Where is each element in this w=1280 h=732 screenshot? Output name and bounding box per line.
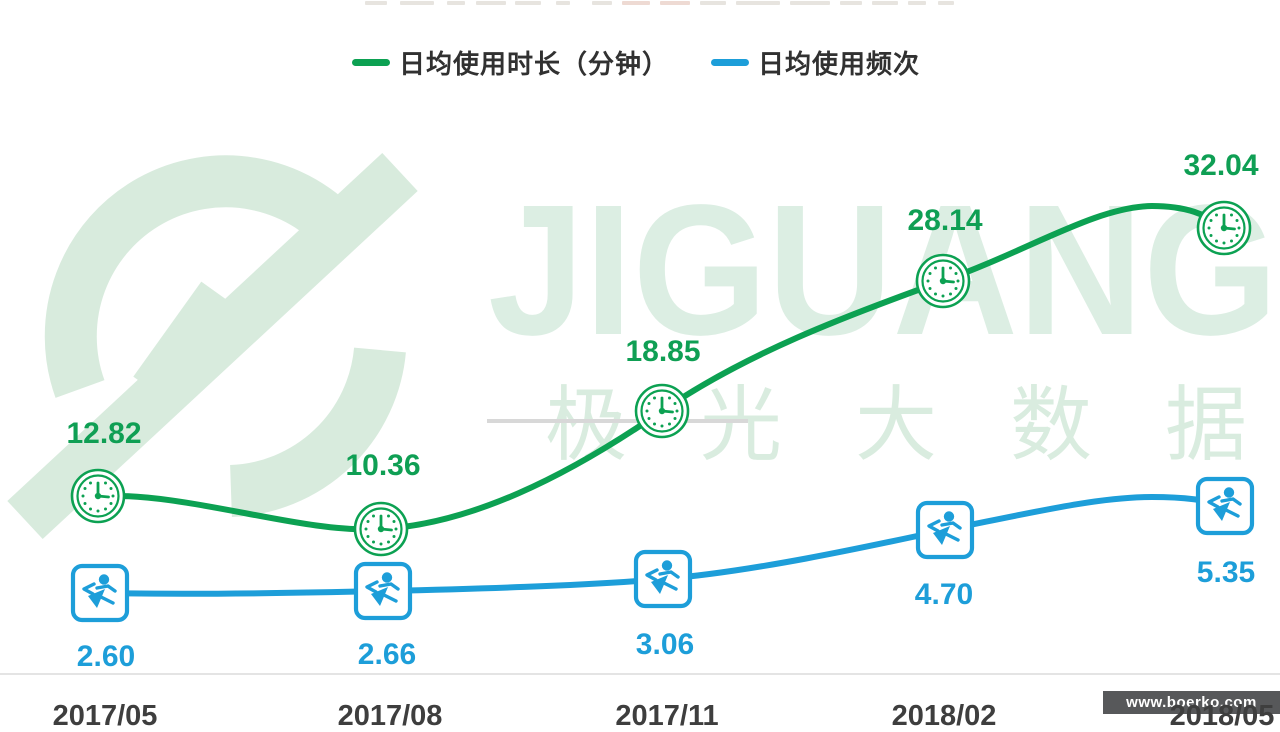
clock-marker-icon[interactable] <box>353 501 409 557</box>
data-label-duration: 12.82 <box>66 417 142 450</box>
jiguang-logo-watermark <box>7 152 418 540</box>
legend-item-frequency[interactable]: 日均使用频次 <box>711 44 920 81</box>
data-label-frequency: 4.70 <box>914 578 974 611</box>
title-fragment <box>365 1 387 5</box>
runner-marker-icon[interactable] <box>636 552 690 606</box>
title-fragment <box>556 1 570 5</box>
data-label-frequency: 2.60 <box>76 640 136 673</box>
clock-marker-icon[interactable] <box>1196 200 1252 256</box>
frequency-line-series <box>97 493 1228 597</box>
legend-label-frequency: 日均使用频次 <box>758 49 921 79</box>
title-fragment <box>790 1 830 5</box>
clock-marker-icon[interactable] <box>915 253 971 309</box>
runner-marker-icon[interactable] <box>356 564 410 618</box>
title-fragment <box>872 1 898 5</box>
clock-marker-icon[interactable] <box>634 383 690 439</box>
title-fragment <box>700 1 726 5</box>
duration-line-series <box>95 202 1227 533</box>
data-label-frequency: 3.06 <box>635 628 695 661</box>
runner-marker-icon[interactable] <box>73 566 127 620</box>
title-fragment <box>660 1 690 5</box>
title-fragment <box>447 1 465 5</box>
legend: 日均使用时长（分钟） 日均使用频次 <box>352 44 920 81</box>
site-watermark-badge: www.boerko.com <box>1103 691 1280 714</box>
title-fragment <box>622 1 650 5</box>
runner-marker-icon[interactable] <box>1198 479 1252 533</box>
x-axis-tick-label: 2017/05 <box>52 700 158 732</box>
data-label-duration: 28.14 <box>907 204 983 237</box>
legend-item-duration[interactable]: 日均使用时长（分钟） <box>352 44 669 81</box>
title-fragment <box>736 1 780 5</box>
title-fragment <box>515 1 541 5</box>
x-axis-tick-label: 2017/08 <box>337 700 443 732</box>
clock-marker-icon[interactable] <box>70 468 126 524</box>
cropped-title-fragments <box>0 0 1280 8</box>
runner-marker-icon[interactable] <box>918 503 972 557</box>
data-label-frequency: 2.66 <box>357 638 417 671</box>
data-label-duration: 10.36 <box>345 449 421 482</box>
site-watermark-text: www.boerko.com <box>1126 694 1257 711</box>
legend-swatch-frequency <box>711 59 750 66</box>
data-label-duration: 32.04 <box>1183 149 1259 182</box>
legend-swatch-duration <box>352 59 390 66</box>
title-fragment <box>840 1 862 5</box>
x-axis-line <box>0 673 1280 675</box>
x-axis-tick-label: 2017/11 <box>615 700 719 732</box>
title-fragment <box>476 1 506 5</box>
data-label-frequency: 5.35 <box>1196 556 1256 589</box>
legend-label-duration: 日均使用时长（分钟） <box>399 49 670 79</box>
data-label-duration: 18.85 <box>625 335 701 368</box>
x-axis-tick-label: 2018/02 <box>891 700 997 732</box>
x-axis-tick-label: 2018/05 <box>1169 700 1275 732</box>
title-fragment <box>592 1 612 5</box>
watermark-brand-latin: JIGUANG <box>488 167 1278 374</box>
title-fragment <box>938 1 954 5</box>
title-fragment <box>908 1 926 5</box>
title-fragment <box>400 1 434 5</box>
